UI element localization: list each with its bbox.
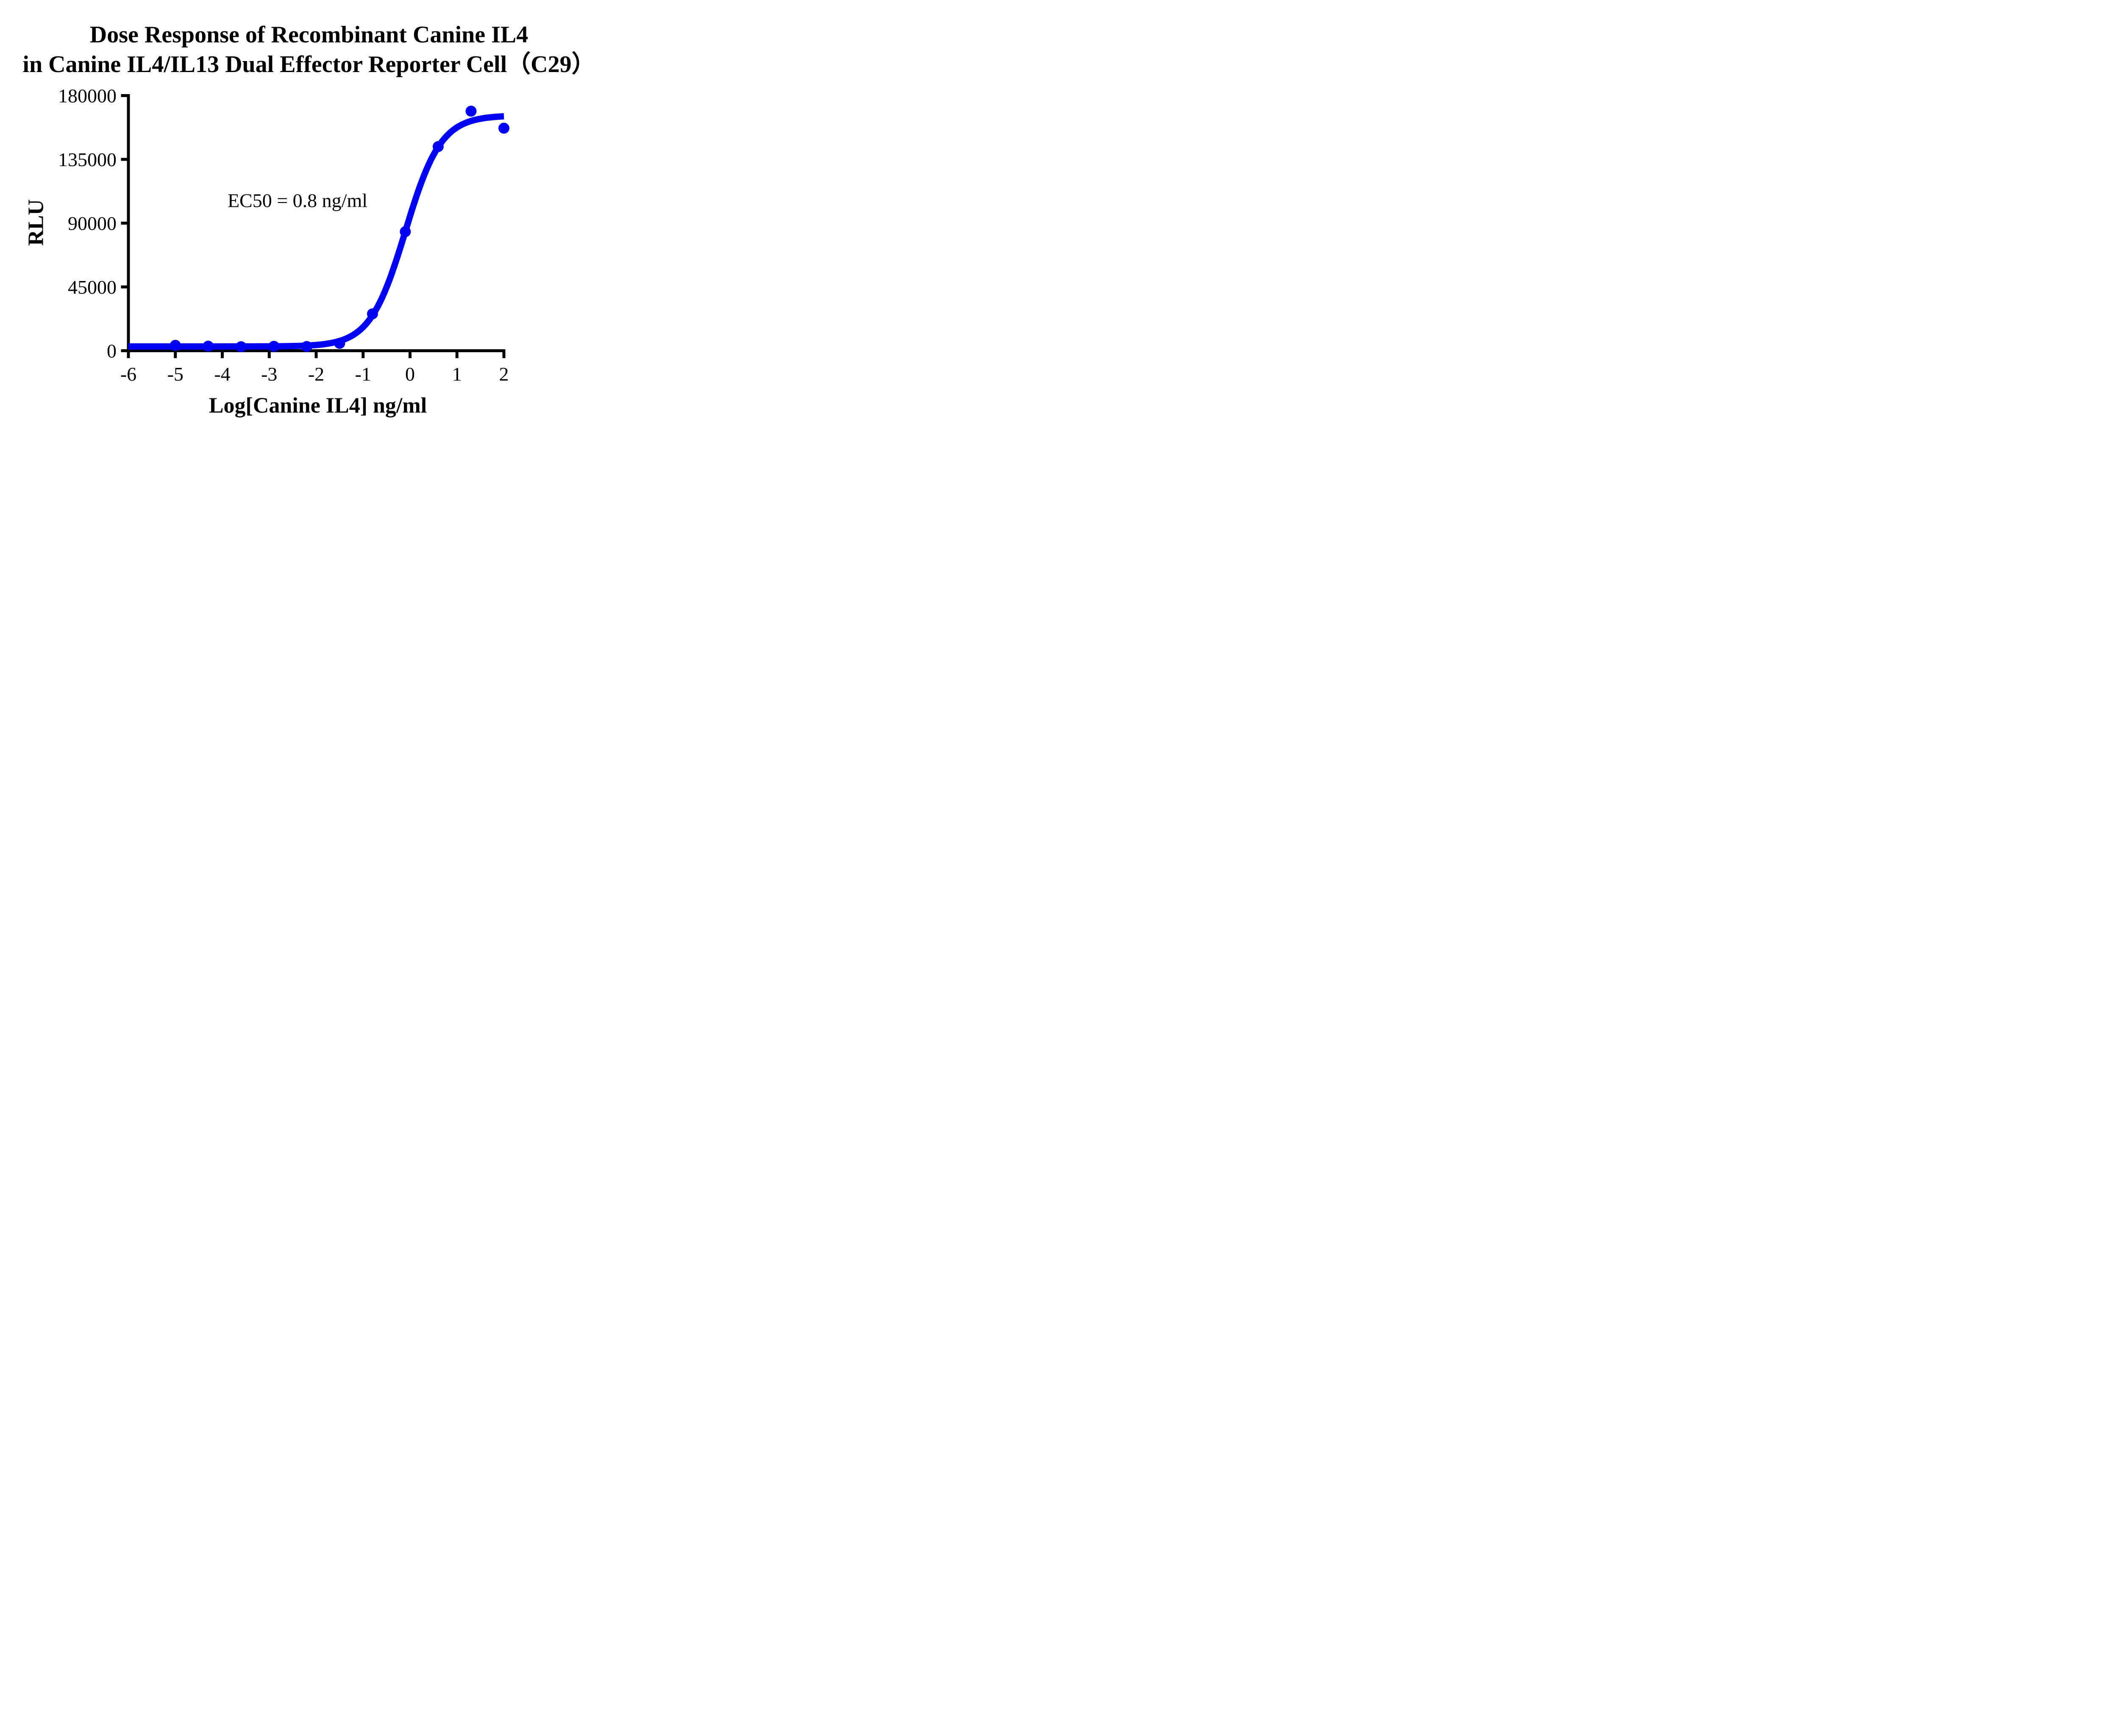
data-point-x0.6 bbox=[432, 141, 444, 152]
chart-title-line2: in Canine IL4/IL13 Dual Effector Reporte… bbox=[22, 51, 595, 78]
data-point-x-3.6 bbox=[235, 341, 247, 353]
data-point-x1.3 bbox=[465, 106, 477, 117]
ec50-annotation: EC50 = 0.8 ng/ml bbox=[227, 189, 368, 211]
data-point-x-2.9 bbox=[268, 341, 280, 352]
y-tick-label-135000: 135000 bbox=[58, 149, 117, 170]
x-tick-label-0: 0 bbox=[405, 363, 415, 385]
x-tick-label-1: 1 bbox=[452, 363, 462, 385]
x-tick-label--2: -2 bbox=[308, 363, 324, 385]
x-tick-label-2: 2 bbox=[499, 363, 509, 385]
data-point-x2 bbox=[498, 122, 509, 134]
x-axis-title: Log[Canine IL4] ng/ml bbox=[209, 393, 427, 418]
plot-area: 0 45000 90000 135000 180000 -6 -5 -4 -3 -2 -1 0 1 2 bbox=[58, 85, 509, 385]
x-tick-label--1: -1 bbox=[355, 363, 371, 385]
y-tick-label-90000: 90000 bbox=[68, 213, 117, 234]
x-tick-label--5: -5 bbox=[167, 363, 184, 385]
x-tick-label--4: -4 bbox=[214, 363, 230, 385]
y-axis-title: RLU bbox=[24, 199, 48, 246]
data-point-x-0.1 bbox=[400, 226, 411, 237]
data-point-x-1.5 bbox=[334, 338, 345, 349]
x-tick-label--6: -6 bbox=[120, 363, 136, 385]
data-point-x-5 bbox=[170, 339, 181, 351]
y-tick-label-45000: 45000 bbox=[68, 276, 117, 298]
y-tick-label-0: 0 bbox=[107, 340, 117, 362]
data-point-x-4.3 bbox=[203, 340, 214, 352]
chart-title: Dose Response of Recombinant Canine IL4 … bbox=[0, 20, 618, 79]
x-tick-label--3: -3 bbox=[261, 363, 277, 385]
y-tick-label-180000: 180000 bbox=[58, 85, 117, 107]
fit-curve bbox=[128, 113, 504, 350]
data-point-x-2.2 bbox=[301, 341, 312, 352]
data-point-x-0.8 bbox=[367, 308, 378, 320]
dose-response-figure: Dose Response of Recombinant Canine IL4 … bbox=[0, 0, 618, 434]
chart-title-line1: Dose Response of Recombinant Canine IL4 bbox=[89, 22, 528, 48]
